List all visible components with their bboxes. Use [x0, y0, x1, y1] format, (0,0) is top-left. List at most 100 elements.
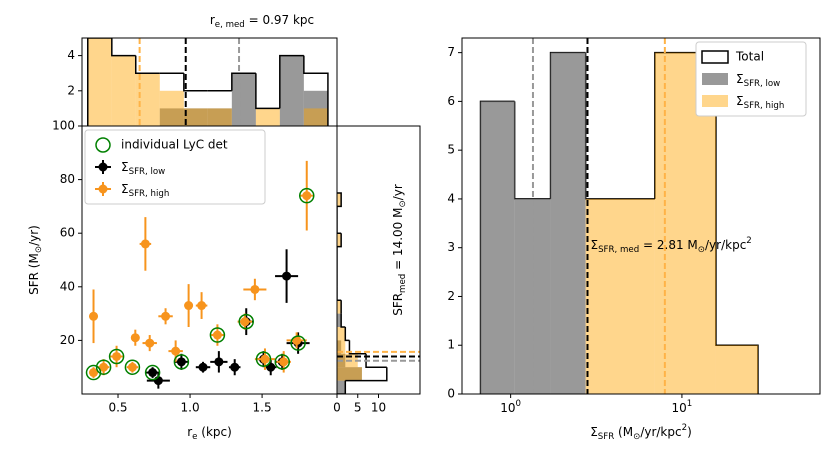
hist-bar — [231, 73, 256, 126]
hist-bar — [337, 193, 342, 207]
y-tick-label: 4 — [67, 48, 75, 62]
hist-bar — [550, 52, 586, 394]
hist-outline — [348, 340, 367, 355]
point — [240, 317, 250, 327]
hist-bar — [135, 73, 160, 126]
y-tick-label: 6 — [447, 94, 455, 108]
ring-marker — [124, 359, 141, 375]
legend-marker — [98, 162, 108, 172]
hist-outline — [340, 313, 346, 328]
hist-bar — [715, 345, 758, 394]
plot-area — [337, 192, 420, 394]
ring-marker — [95, 359, 112, 375]
legend-label: Total — [735, 50, 764, 64]
y-tick-label: 7 — [447, 45, 455, 59]
hist-bar — [337, 327, 346, 341]
legend-label: ΣSFR, high — [736, 94, 784, 111]
legend-label: ΣSFR, low — [736, 72, 780, 89]
y-tick-label: 3 — [447, 240, 455, 254]
hist-outline — [279, 54, 304, 109]
x-tick-label: 5 — [354, 401, 362, 415]
hist-bar — [183, 108, 208, 126]
ring-marker — [298, 187, 315, 204]
x-tick-label: 0.5 — [108, 401, 127, 415]
y-tick-label: 40 — [60, 279, 75, 293]
hist-bar — [159, 108, 184, 126]
hist-outline — [337, 233, 342, 248]
hist-bar — [337, 340, 342, 354]
hist-outline — [584, 52, 655, 200]
legend-label: ΣSFR, low — [121, 160, 165, 177]
point — [89, 311, 99, 321]
hist-bar — [337, 380, 346, 394]
x-tick-label: 1.0 — [181, 401, 200, 415]
annotation: SFRmed = 14.00 M⊙/yr — [391, 184, 408, 316]
ring-marker — [238, 313, 254, 330]
y-tick-label: 20 — [60, 333, 75, 347]
plot-area — [479, 38, 759, 394]
legend-label: individual LyC det — [121, 138, 228, 152]
y-tick-label: 4 — [447, 191, 455, 205]
hist-outline — [303, 55, 329, 126]
axes-frame — [336, 125, 421, 395]
point — [140, 239, 150, 249]
hist-bar — [585, 198, 655, 394]
ring-marker — [290, 335, 306, 351]
y-tick-label: 80 — [60, 172, 75, 186]
ring-marker — [209, 327, 226, 343]
point — [89, 368, 99, 378]
point — [214, 357, 224, 367]
ring-marker — [274, 354, 291, 370]
hist-bar — [337, 367, 362, 381]
x-tick-label: 101 — [672, 399, 693, 415]
hist-bar — [87, 38, 112, 126]
point — [184, 301, 194, 311]
annotation: re, med = 0.97 kpc — [210, 13, 314, 30]
y-tick-label: 2 — [447, 289, 455, 303]
point — [279, 357, 289, 367]
y-tick-label: 100 — [52, 119, 75, 133]
hist-outline — [344, 327, 350, 342]
point — [99, 362, 109, 372]
hist-bar — [303, 90, 328, 126]
y-tick-label: 0 — [447, 387, 455, 401]
point — [292, 335, 302, 345]
hist-bar — [337, 340, 346, 354]
hist-bar — [159, 90, 184, 126]
y-tick-label: 5 — [447, 143, 455, 157]
hist-bar — [183, 108, 208, 126]
hist-bar — [207, 108, 232, 126]
y-axis-label: SFR (M⊙/yr) — [27, 225, 44, 295]
x-tick-label: 10 — [371, 401, 386, 415]
ring-marker — [255, 351, 272, 367]
point — [112, 351, 122, 361]
x-tick-label: 1.5 — [253, 401, 272, 415]
hist-bar — [279, 55, 304, 126]
point — [230, 362, 240, 372]
point — [176, 357, 186, 367]
x-axis-label: ΣSFR (M⊙/yr/kpc2) — [590, 423, 692, 442]
hist-outline — [255, 73, 280, 110]
hist-bar — [337, 367, 362, 381]
point — [197, 301, 207, 311]
legend-swatch — [701, 50, 729, 64]
plot-area — [87, 38, 329, 126]
hist-bar — [111, 55, 136, 126]
point — [127, 362, 137, 372]
legend-label: ΣSFR, high — [121, 182, 169, 199]
x-tick-label: 0 — [333, 401, 341, 415]
hist-outline — [337, 380, 347, 394]
hist-bar — [337, 233, 342, 247]
point — [282, 271, 292, 281]
legend-swatch — [702, 73, 728, 85]
hist-outline — [345, 367, 388, 382]
point — [130, 333, 140, 343]
legend-box — [695, 41, 807, 117]
point — [145, 338, 155, 348]
ring-marker — [173, 354, 190, 370]
hist-outline — [134, 55, 160, 74]
point — [302, 191, 312, 201]
hist-outline — [231, 72, 256, 91]
point — [260, 354, 270, 364]
hist-outline — [337, 286, 342, 301]
